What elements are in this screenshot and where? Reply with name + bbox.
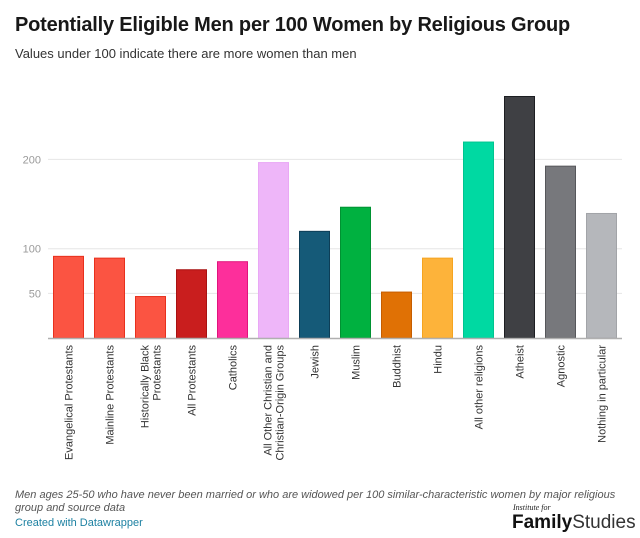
x-tick-label-line: All Other Christian and [263,345,275,456]
gridlines [48,158,622,294]
x-tick-label-line: Jewish [310,345,322,379]
bar [217,261,248,339]
bar [53,255,84,339]
x-tick-label: All other religions [474,345,486,430]
logo-light-text: Studies [572,512,636,533]
x-tick-label-line: All Protestants [187,345,199,416]
x-tick-label-line: All other religions [474,345,486,430]
bar [504,95,535,339]
y-tick-label: 100 [23,244,41,256]
bar [135,296,166,339]
bar-chart: 50 100 200 Evangelical Protestants Mainline… [23,95,622,461]
bar [94,257,125,339]
bar [340,206,371,339]
chart-title: Potentially Eligible Men per 100 Women b… [15,14,570,36]
bar [586,212,617,339]
bar [422,257,453,339]
datawrapper-credit-link[interactable]: Created with Datawrapper [15,517,143,529]
x-tick-label: Hindu [433,345,445,374]
x-tick-label-line: Agnostic [556,345,568,388]
chart-subtitle: Values under 100 indicate there are more… [15,46,357,61]
x-tick-label-line: Hindu [433,345,445,374]
x-tick-label-line: Mainline Protestants [105,345,117,445]
chart-notes: Men ages 25-50 who have never been marri… [15,489,616,514]
logo-small-text: Institute for [513,503,551,512]
bar [299,230,330,339]
x-tick-label: Jewish [310,345,322,379]
x-tick-label-line: Buddhist [392,345,404,388]
x-tick-label-line: Catholics [228,345,240,391]
bar [463,141,494,339]
x-tick-label: All Other Christian and Christian-Origin … [263,345,287,461]
bar [545,165,576,339]
x-tick-label: Agnostic [556,345,568,388]
x-axis-labels: Evangelical Protestants Mainline Protesta… [64,345,609,461]
logo-bold-text: Family [512,512,573,533]
x-tick-label-line: Atheist [515,345,527,379]
institute-for-family-studies-logo: Institute for FamilyStudies [512,503,636,534]
x-tick-label-line: Historically Black [140,345,152,429]
y-axis-ticks: 50 100 200 [23,154,41,300]
x-tick-label: Mainline Protestants [105,345,117,445]
bar [381,291,412,339]
x-tick-label: Nothing in particular [597,345,609,443]
bars [53,95,617,339]
x-tick-label: Buddhist [392,345,404,388]
x-tick-label: Atheist [515,345,527,379]
x-tick-label: Evangelical Protestants [64,345,76,460]
y-tick-label: 50 [29,288,41,300]
y-tick-label: 200 [23,154,41,166]
x-tick-label-line: Evangelical Protestants [64,345,76,460]
x-tick-label: All Protestants [187,345,199,416]
x-tick-label: Historically Black Protestants [140,345,164,429]
x-tick-label-line: Protestants [152,345,164,401]
x-tick-label-line: Christian-Origin Groups [275,345,287,461]
bar [258,162,289,339]
x-tick-label: Catholics [228,345,240,391]
bar [176,269,207,339]
x-tick-label-line: Muslim [351,345,363,380]
x-tick-label: Muslim [351,345,363,380]
x-tick-label-line: Nothing in particular [597,345,609,443]
